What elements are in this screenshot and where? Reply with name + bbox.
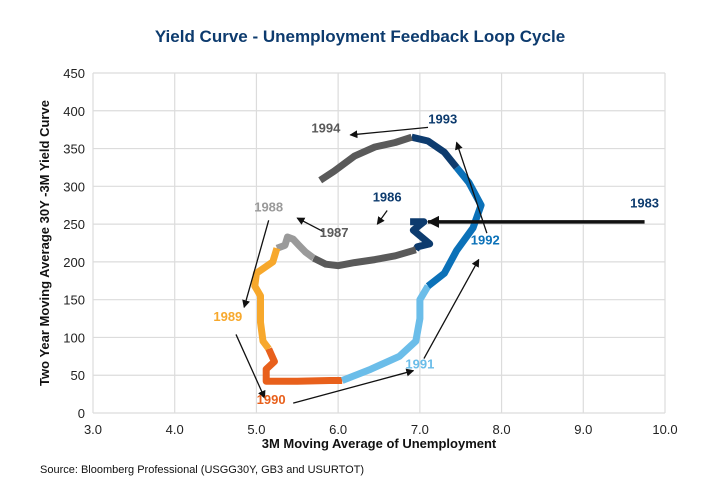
annotation-label-1990: 1990	[257, 392, 286, 407]
y-tick-label: 50	[71, 368, 85, 383]
annotation-label-1986: 1986	[373, 189, 402, 204]
annotation-arrow-1992	[455, 141, 488, 234]
y-tick-label: 0	[78, 406, 85, 421]
x-tick-label: 6.0	[329, 422, 347, 437]
series-1986	[409, 218, 434, 252]
y-tick-label: 200	[63, 255, 85, 270]
series-1994	[318, 133, 413, 184]
annotation-arrow-1991	[423, 258, 480, 359]
annotation-label-1983: 1983	[630, 195, 659, 210]
annotation-label-1994: 1994	[311, 121, 341, 136]
series-1992	[425, 165, 485, 289]
annotation-label-1989: 1989	[213, 309, 242, 324]
chart-title: Yield Curve - Unemployment Feedback Loop…	[155, 27, 565, 46]
y-tick-label: 400	[63, 104, 85, 119]
source-note: Source: Bloomberg Professional (USGG30Y,…	[40, 464, 364, 476]
y-tick-label: 300	[63, 179, 85, 194]
annotation-arrow-1986	[376, 210, 388, 225]
y-axis-label: Two Year Moving Average 30Y -3M Yield Cu…	[37, 100, 52, 386]
annotation-arrow-1987	[296, 217, 324, 233]
y-tick-label: 150	[63, 293, 85, 308]
y-axis-ticks: 0 50 100 150 200 250 300 350 400 450	[63, 66, 85, 421]
x-tick-label: 8.0	[493, 422, 511, 437]
x-tick-label: 10.0	[652, 422, 677, 437]
y-tick-label: 350	[63, 142, 85, 157]
annotation-label-1991: 1991	[405, 356, 434, 371]
x-tick-label: 4.0	[166, 422, 184, 437]
annotation-arrow-1988	[242, 220, 270, 309]
series-1990	[262, 347, 343, 385]
series-group	[251, 133, 485, 385]
y-tick-label: 100	[63, 330, 85, 345]
x-tick-label: 9.0	[574, 422, 592, 437]
annotations-group: 1983 1986 1987 1988 1989 1990 1991 1992 1993 1994	[213, 112, 659, 407]
annotation-arrow-1993	[349, 126, 429, 139]
x-axis-label: 3M Moving Average of Unemployment	[262, 436, 497, 451]
x-axis-ticks: 3.0 4.0 5.0 6.0 7.0 8.0 9.0 10.0	[84, 422, 678, 437]
series-1987	[312, 246, 417, 270]
x-tick-label: 7.0	[411, 422, 429, 437]
series-1989	[251, 247, 281, 351]
annotation-arrow-1989	[235, 334, 266, 399]
series-1993	[410, 133, 460, 170]
series-1991	[340, 284, 432, 384]
x-tick-label: 3.0	[84, 422, 102, 437]
y-tick-label: 450	[63, 66, 85, 81]
annotation-label-1992: 1992	[471, 233, 500, 248]
y-tick-label: 250	[63, 217, 85, 232]
series-1988	[275, 233, 316, 261]
x-tick-label: 5.0	[247, 422, 265, 437]
annotation-label-1988: 1988	[254, 199, 283, 214]
annotation-label-1987: 1987	[320, 225, 349, 240]
annotation-arrow-1990	[293, 368, 415, 404]
annotation-label-1993: 1993	[428, 112, 457, 127]
